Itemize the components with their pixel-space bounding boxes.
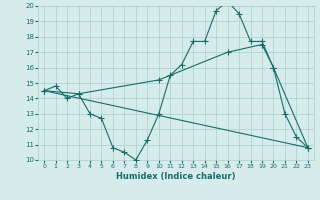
X-axis label: Humidex (Indice chaleur): Humidex (Indice chaleur)	[116, 172, 236, 181]
